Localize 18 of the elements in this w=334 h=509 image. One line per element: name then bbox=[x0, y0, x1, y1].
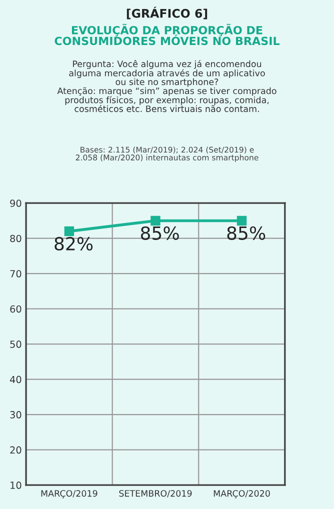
data-label: 82% bbox=[54, 236, 93, 251]
y-tick-label: 20 bbox=[10, 446, 22, 454]
data-label: 85% bbox=[227, 226, 266, 240]
y-tick-label: 70 bbox=[10, 270, 22, 278]
y-tick-label: 80 bbox=[10, 234, 22, 242]
text: Pergunta: Você alguma vez já encomendou alguma mercadoria através de um aplicativo ou site no smartphone? Atenção: marque “sim” apenas se tiver comprado produtos físicos, por exemplo: roupas, comida, cosméticos etc. Bens virtuais não contam. bbox=[57, 60, 276, 112]
chart-subtitle: EVOLUÇÃO DA PROPORÇÃO DE CONSUMIDORES MÓVEIS NO BRASIL bbox=[54, 24, 280, 46]
data-label: 85% bbox=[140, 226, 179, 240]
y-tick-label: 50 bbox=[10, 340, 22, 348]
x-tick-label: SETEMBRO/2019 bbox=[119, 490, 192, 498]
y-tick-label: 40 bbox=[10, 376, 22, 384]
y-tick-label: 90 bbox=[10, 200, 22, 207]
x-tick-label: MARÇO/2019 bbox=[41, 490, 98, 498]
y-tick-label: 10 bbox=[10, 482, 22, 489]
y-tick-label: 60 bbox=[10, 305, 22, 313]
chart-title: [GRÁFICO 6] bbox=[126, 6, 208, 20]
y-tick-label: 30 bbox=[10, 411, 22, 418]
x-tick-label: MARÇO/2020 bbox=[214, 490, 270, 498]
